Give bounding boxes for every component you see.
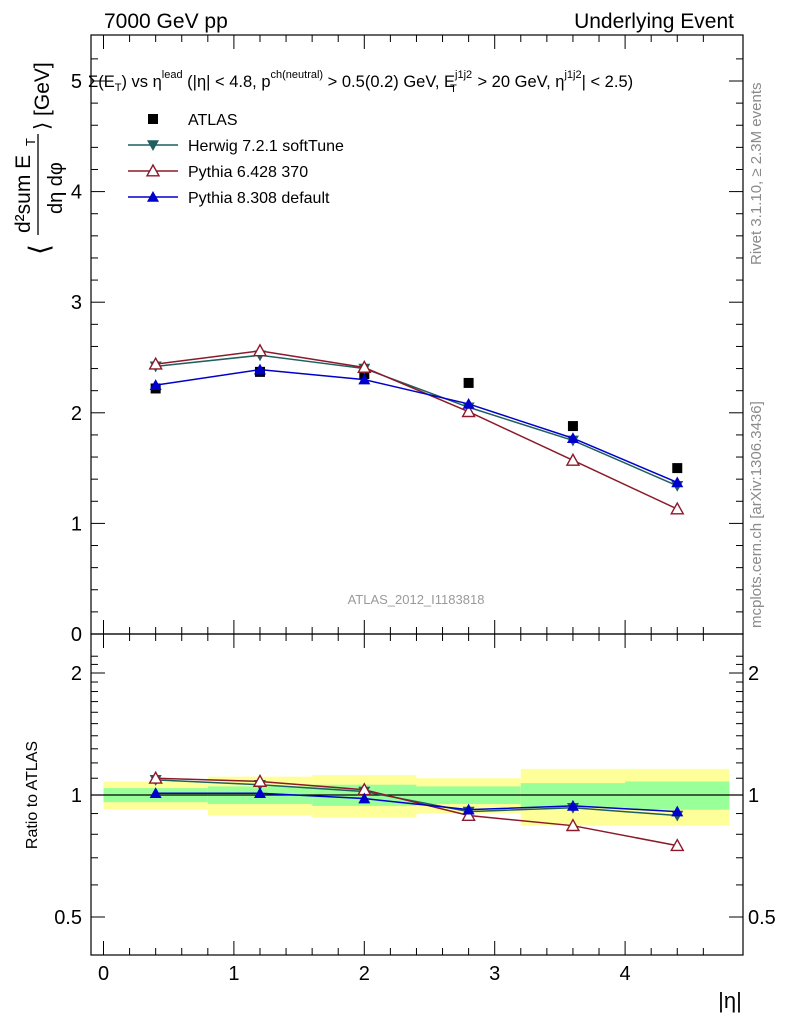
legend-entry: Pythia 6.428 370 [188,164,308,181]
svg-text:T: T [23,138,38,146]
data-point [672,463,683,474]
main-panel: 0 1 2 3 4 5 [71,34,744,646]
legend-marker [147,140,159,151]
legend-marker [148,114,158,124]
data-point [565,452,581,466]
xtick-label: 4 [620,963,631,985]
data-point [463,377,474,388]
svg-text:⟩ [GeV]: ⟩ [GeV] [31,62,54,130]
legend-marker [145,163,161,177]
series-line [155,354,678,487]
data-point [462,397,475,409]
xtick-label: 3 [489,963,500,985]
ratio-series-line [155,779,678,817]
ratio-ytick-label-right: 1 [748,785,759,807]
ratio-data-point [149,787,162,799]
main-panel-ticks: 0 1 2 3 4 5 [71,35,743,646]
ratio-data-point [566,799,579,811]
data-point [357,360,372,373]
main-yaxis-label: ⟨ d²sum E T dη dφ ⟩ [GeV] [12,62,67,255]
series-line [155,350,678,510]
ratio-panel: 0.5 0.5 1 1 2 2 0 1 2 3 4 [54,633,776,985]
legend-marker [147,191,159,202]
xtick-label: 0 [98,963,109,985]
main-panel-series [148,343,685,515]
ratio-ytick-label: 0.5 [54,907,82,929]
xtick-label: 1 [228,963,239,985]
ratio-ytick-label-right: 0.5 [748,907,776,929]
data-point [253,363,266,375]
ratio-yaxis-label: Ratio to ATLAS [24,741,41,849]
svg-text:⟨: ⟨ [24,244,55,255]
ratio-panel-series [148,770,685,852]
legend: ATLAS Herwig 7.2.1 softTune Pythia 6.428 3… [128,112,344,207]
legend-entry: Herwig 7.2.1 softTune [188,138,344,155]
mcplots-label: mcplots.cern.ch [arXiv:1306.3436] [748,401,765,628]
data-point [671,476,684,488]
analysis-watermark: ATLAS_2012_I1183818 [348,592,485,607]
header-left: 7000 GeV pp [104,10,228,33]
header-right: Underlying Event [574,10,734,33]
data-point [358,373,371,385]
ratio-data-point [671,805,684,817]
ratio-data-point [358,792,371,804]
ratio-data-point [670,838,685,852]
legend-entry: ATLAS [188,112,238,129]
data-point [148,356,163,370]
main-ytick-label: 4 [71,182,82,204]
legend-entry: Pythia 8.308 default [188,190,330,207]
ratio-series-line [155,792,678,813]
svg-text:d²sum E: d²sum E [12,155,35,233]
main-ytick-label: 5 [71,71,82,93]
rivet-version-label: Rivet 3.1.10, ≥ 2.3M events [748,83,765,266]
data-point [566,432,579,444]
data-point [461,404,476,418]
data-point [252,343,268,357]
ratio-ytick-label: 2 [71,663,82,685]
main-ytick-label: 1 [71,513,82,535]
ratio-series-line [155,777,678,847]
main-ytick-label: 0 [71,624,82,646]
ratio-data-point [252,774,268,787]
ratio-data-point [148,770,163,784]
ratio-ytick-label: 1 [71,785,82,807]
data-point [567,421,578,432]
ratio-data-point [461,808,476,822]
ratio-data-point [253,787,266,799]
ratio-panel-frame [90,633,744,956]
ratio-ytick-label-right: 2 [748,663,759,685]
xtick-label: 2 [359,963,370,985]
main-ytick-label: 3 [71,292,82,314]
series-line [155,368,678,484]
selection-label: Σ(ET) vs ηlead (|η| < 4.8, pch(neutral) … [88,69,633,95]
ratio-data-point [565,818,581,832]
xaxis-label: |η| [718,988,742,1013]
main-ytick-label: 2 [71,403,82,425]
ratio-data-point [462,803,475,815]
ratio-bands [91,768,743,826]
svg-text:dη dφ: dη dφ [45,162,67,214]
data-point [149,379,162,390]
data-point [670,501,685,515]
ratio-panel-ticks: 0.5 0.5 1 1 2 2 0 1 2 3 4 [54,634,776,985]
